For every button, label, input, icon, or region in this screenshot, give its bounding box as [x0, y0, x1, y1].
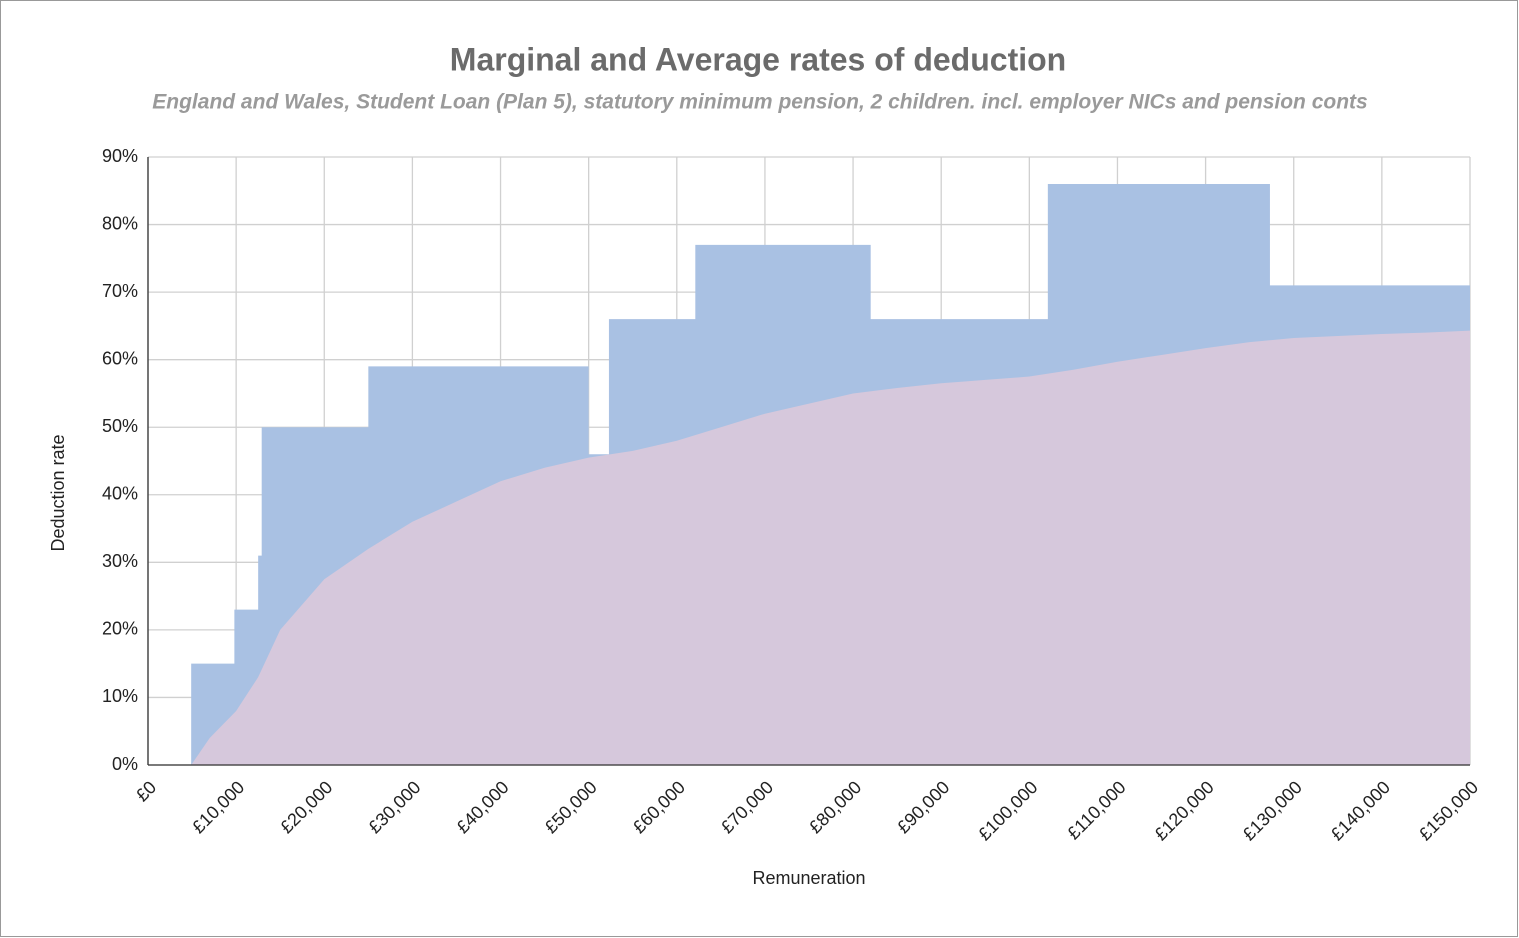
x-axis-title: Remuneration	[752, 868, 865, 888]
y-tick-label: 30%	[102, 551, 138, 571]
y-tick-label: 50%	[102, 416, 138, 436]
y-tick-label: 70%	[102, 281, 138, 301]
chart-title: Marginal and Average rates of deduction	[450, 41, 1066, 77]
y-tick-label: 0%	[112, 754, 138, 774]
y-tick-label: 80%	[102, 213, 138, 233]
y-tick-label: 10%	[102, 686, 138, 706]
y-tick-label: 90%	[102, 146, 138, 166]
y-tick-label: 20%	[102, 619, 138, 639]
area	[191, 330, 1471, 765]
y-axis-title: Deduction rate	[48, 434, 68, 551]
y-tick-label: 60%	[102, 348, 138, 368]
chart-subtitle: England and Wales, Student Loan (Plan 5)…	[152, 91, 1367, 114]
y-tick-label: 40%	[102, 484, 138, 504]
